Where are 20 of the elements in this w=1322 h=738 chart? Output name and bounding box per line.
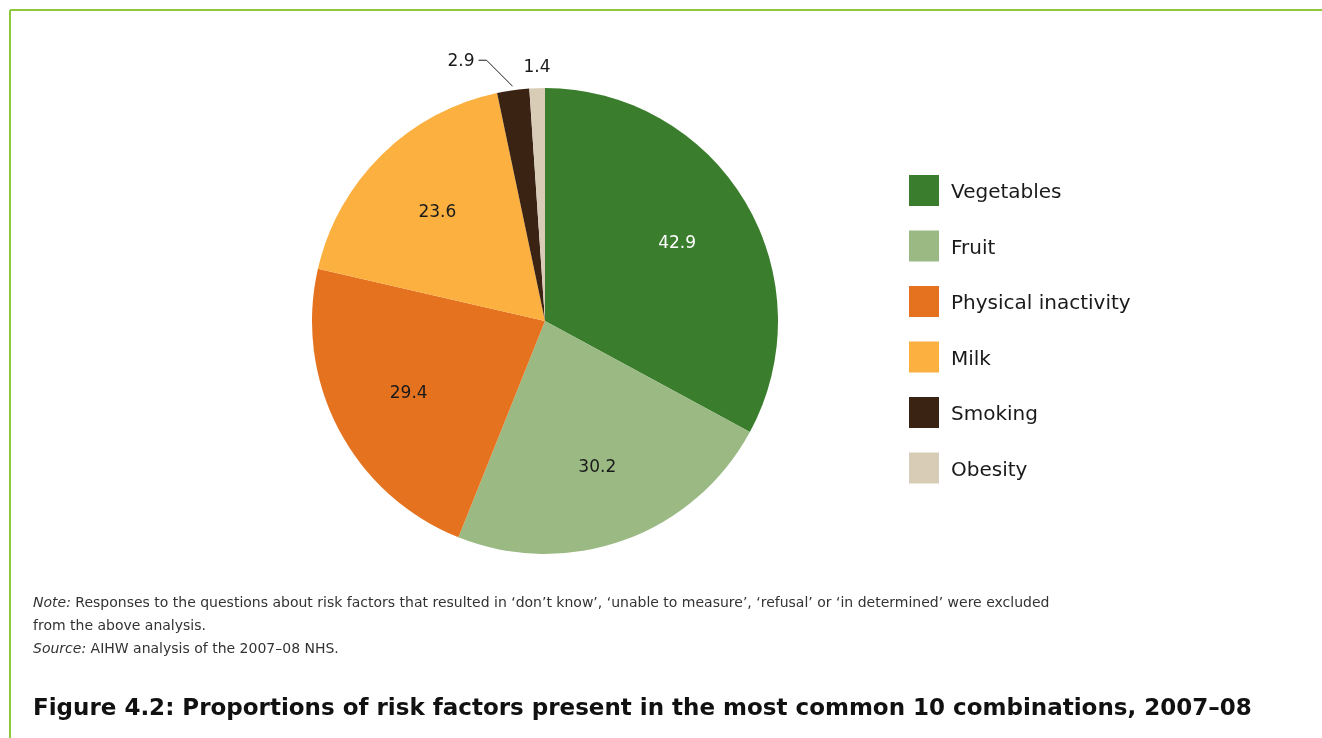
legend-label: Milk <box>951 345 992 370</box>
pie-slice <box>545 88 778 432</box>
pie-slice <box>312 268 545 538</box>
source-note: Source: AIHW analysis of the 2007–08 NHS. <box>33 640 339 656</box>
text: Figure 4.2: Proportions of risk factors present in the most common 10 combinations, 2007–08 <box>33 694 1252 720</box>
text: Note: Responses to the questions about risk factors that resulted in ‘don’t know’, ‘unable to measure’, ‘refusal’ or ‘in determined’ were excluded from the above analysis. <box>33 594 1050 633</box>
data-label: 42.9 <box>658 232 697 253</box>
data-label: 2.9 <box>447 50 475 71</box>
pie-slice <box>458 321 750 554</box>
legend-label: Physical inactivity <box>951 290 1131 314</box>
data-label: 29.4 <box>389 382 428 403</box>
data-label: 1.4 <box>523 56 551 77</box>
pie-slice <box>497 88 545 321</box>
data-label: 23.6 <box>418 201 457 222</box>
legend-label: Smoking <box>951 401 1038 425</box>
legend-label: Obesity <box>951 456 1028 481</box>
legend-label: Fruit <box>951 234 996 259</box>
pie-slice <box>317 92 545 321</box>
data-label: 30.2 <box>578 455 617 476</box>
legend-label: Vegetables <box>951 179 1062 203</box>
